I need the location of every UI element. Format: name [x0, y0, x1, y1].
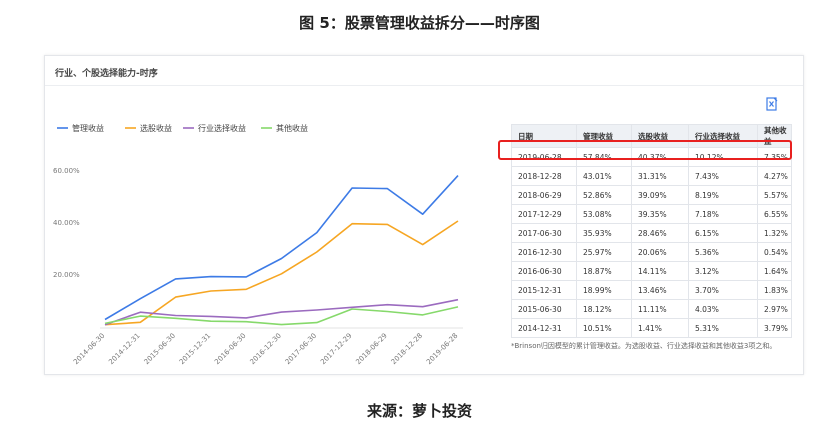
table-row: 2019-06-28 57.84% 40.37% 10.12% 7.35%: [511, 147, 792, 167]
table-cell: 7.43%: [688, 166, 758, 186]
panel-title: 行业、个股选择能力-时序: [55, 69, 158, 79]
x-tick-label: 2014-12-31: [107, 332, 141, 366]
table-cell: 18.99%: [576, 280, 632, 300]
table-cell: 18.87%: [576, 261, 632, 281]
table-cell: 6.15%: [688, 223, 758, 243]
table-cell: 10.51%: [576, 318, 632, 338]
table-cell: 2.97%: [757, 299, 792, 319]
table-cell: 2016-12-30: [511, 242, 577, 262]
table-row: 2017-12-29 53.08% 39.35% 7.18% 6.55%: [511, 204, 792, 224]
x-tick-label: 2019-06-28: [425, 332, 459, 366]
chart-panel: 行业、个股选择能力-时序 20.00% 40.00% 60.00% 2014-06-3…: [44, 55, 804, 375]
table-row: 2016-12-30 25.97% 20.06% 5.36% 0.54%: [511, 242, 792, 262]
table-cell: 5.36%: [688, 242, 758, 262]
legend-label: 选股收益: [140, 123, 172, 133]
x-tick-label: 2018-12-28: [390, 332, 424, 366]
table-cell: 1.83%: [757, 280, 792, 300]
table-row: 2016-06-30 18.87% 14.11% 3.12% 1.64%: [511, 261, 792, 281]
table-cell: 8.19%: [688, 185, 758, 205]
series-line-1: [104, 220, 459, 326]
table-row: 2015-06-30 18.12% 11.11% 4.03% 2.97%: [511, 299, 792, 319]
legend-label: 其他收益: [276, 123, 308, 133]
table-cell: 53.08%: [576, 204, 632, 224]
series-line-3: [104, 306, 459, 326]
table-cell: 31.31%: [631, 166, 689, 186]
table-note: *Brinson归因模型的累计管理收益。为选股收益、行业选择收益和其他收益3项之…: [511, 342, 777, 350]
x-tick-label: 2014-06-30: [72, 332, 106, 366]
table-row: 2018-12-28 43.01% 31.31% 7.43% 4.27%: [511, 166, 792, 186]
series-line-2: [104, 298, 459, 326]
table-cell: 4.27%: [757, 166, 792, 186]
table-cell: 2015-12-31: [511, 280, 577, 300]
table-cell: 25.97%: [576, 242, 632, 262]
table-cell: 7.18%: [688, 204, 758, 224]
table-cell: 1.41%: [631, 318, 689, 338]
export-excel-icon[interactable]: [765, 96, 779, 111]
table-cell: 2014-12-31: [511, 318, 577, 338]
table-cell: 39.09%: [631, 185, 689, 205]
table-row: 2017-06-30 35.93% 28.46% 6.15% 1.32%: [511, 223, 792, 243]
table-cell: 4.03%: [688, 299, 758, 319]
figure-title: 图 5：股票管理收益拆分——时序图: [299, 14, 540, 32]
table-cell: 2016-06-30: [511, 261, 577, 281]
table-row: 2018-06-29 52.86% 39.09% 8.19% 5.57%: [511, 185, 792, 205]
x-tick-label: 2017-06-30: [284, 332, 318, 366]
table-cell: 2017-06-30: [511, 223, 577, 243]
table-cell: 3.12%: [688, 261, 758, 281]
table-cell: 3.70%: [688, 280, 758, 300]
table-cell: 3.79%: [757, 318, 792, 338]
source-label: 来源：萝卜投资: [366, 402, 472, 420]
highlight-box: [498, 140, 792, 160]
table-cell: 11.11%: [631, 299, 689, 319]
table-cell: 2017-12-29: [511, 204, 577, 224]
table-cell: 0.54%: [757, 242, 792, 262]
x-tick-label: 2015-12-31: [178, 332, 212, 366]
table-row: 2014-12-31 10.51% 1.41% 5.31% 3.79%: [511, 318, 792, 338]
table-cell: 43.01%: [576, 166, 632, 186]
x-tick-label: 2015-06-30: [143, 332, 177, 366]
table-cell: 5.31%: [688, 318, 758, 338]
table-cell: 2018-12-28: [511, 166, 577, 186]
table-cell: 5.57%: [757, 185, 792, 205]
x-tick-label: 2016-06-30: [213, 332, 247, 366]
table-cell: 6.55%: [757, 204, 792, 224]
panel-divider: [45, 85, 803, 86]
table-cell: 2018-06-29: [511, 185, 577, 205]
x-tick-label: 2016-12-30: [248, 332, 282, 366]
table-row: 2015-12-31 18.99% 13.46% 3.70% 1.83%: [511, 280, 792, 300]
table-cell: 28.46%: [631, 223, 689, 243]
line-chart: 20.00%40.00%60.00%2014-06-30 2014-12-31 20…: [53, 123, 463, 366]
table-cell: 13.46%: [631, 280, 689, 300]
y-tick-label: 60.00%: [53, 167, 80, 175]
table-cell: 1.64%: [757, 261, 792, 281]
series-line-0: [104, 175, 459, 321]
x-tick-label: 2017-12-29: [319, 332, 353, 366]
legend-label: 管理收益: [72, 123, 104, 133]
table-cell: 1.32%: [757, 223, 792, 243]
x-tick-label: 2018-06-29: [354, 332, 388, 366]
table-cell: 52.86%: [576, 185, 632, 205]
table-cell: 35.93%: [576, 223, 632, 243]
y-tick-label: 20.00%: [53, 271, 80, 279]
legend-label: 行业选择收益: [198, 123, 246, 133]
table-cell: 14.11%: [631, 261, 689, 281]
table-cell: 39.35%: [631, 204, 689, 224]
data-table: 日期 管理收益 选股收益 行业选择收益 其他收益 2019-06-28 57.84…: [511, 124, 792, 338]
table-cell: 18.12%: [576, 299, 632, 319]
table-cell: 2015-06-30: [511, 299, 577, 319]
table-cell: 20.06%: [631, 242, 689, 262]
y-tick-label: 40.00%: [53, 219, 80, 227]
